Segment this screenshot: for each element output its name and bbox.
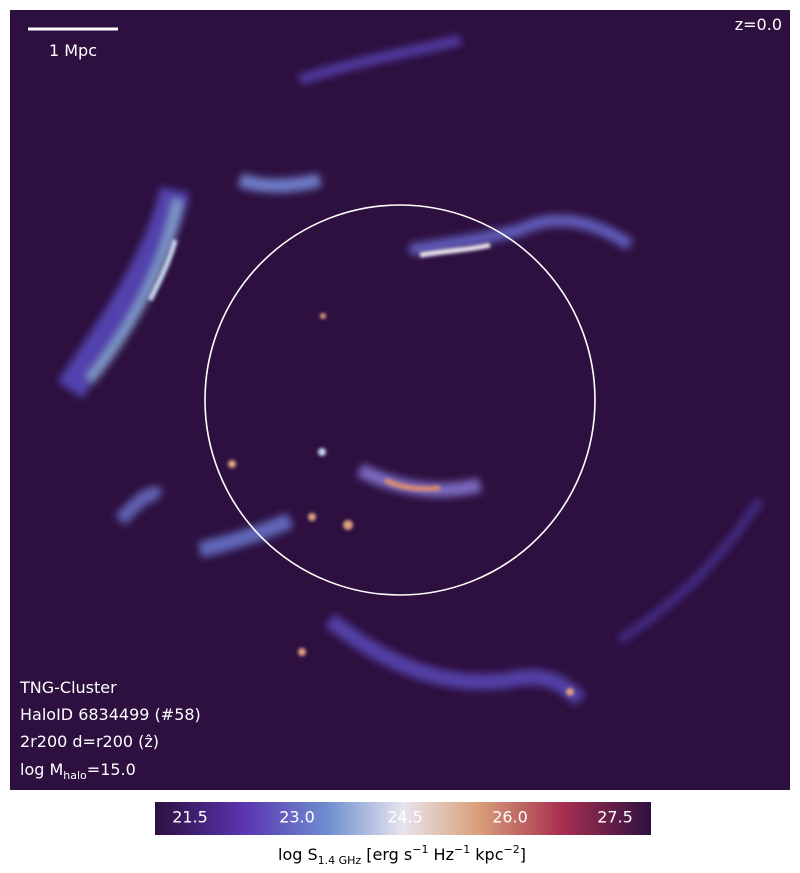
label-part: Hz — [428, 845, 454, 864]
simulation-label: TNG-Cluster — [19, 678, 117, 697]
label-part: ] — [520, 845, 526, 864]
colorbar-tick-label: 24.5 — [387, 808, 423, 827]
emission-cores — [147, 239, 574, 696]
r200-circle — [204, 204, 596, 596]
colorbar-tick-label: 26.0 — [492, 808, 528, 827]
map-background — [10, 10, 790, 790]
colorbar-tick-label: 23.0 — [279, 808, 315, 827]
scale-bar-label: 1 Mpc — [49, 41, 97, 60]
map-panel: 1 Mpc z=0.0 TNG-Cluster HaloID 6834499 (… — [10, 10, 790, 790]
mass-label: log Mhalo=15.0 — [20, 760, 136, 782]
halo-label: HaloID 6834499 (#58) — [20, 705, 201, 724]
label-exponent: −2 — [504, 843, 520, 856]
label-part: log S — [278, 845, 318, 864]
mass-prefix: log M — [20, 760, 63, 779]
mass-subscript: halo — [63, 769, 87, 782]
label-part: [erg s — [361, 845, 412, 864]
redshift-label: z=0.0 — [735, 15, 782, 34]
colorbar-tick-label: 27.5 — [597, 808, 633, 827]
label-exponent: −1 — [454, 843, 470, 856]
label-subscript: 1.4 GHz — [318, 854, 362, 867]
projection-label: 2r200 d=r200 (ẑ) — [20, 732, 159, 751]
colorbar: 21.5 23.0 24.5 26.0 27.5 log S1.4 GHz [e… — [155, 802, 651, 867]
label-part: kpc — [470, 845, 503, 864]
mass-suffix: =15.0 — [87, 760, 136, 779]
colorbar-tick-label: 21.5 — [172, 808, 208, 827]
colorbar-label: log S1.4 GHz [erg s−1 Hz−1 kpc−2] — [278, 843, 526, 867]
colorbar-gradient — [155, 802, 651, 835]
label-exponent: −1 — [412, 843, 428, 856]
